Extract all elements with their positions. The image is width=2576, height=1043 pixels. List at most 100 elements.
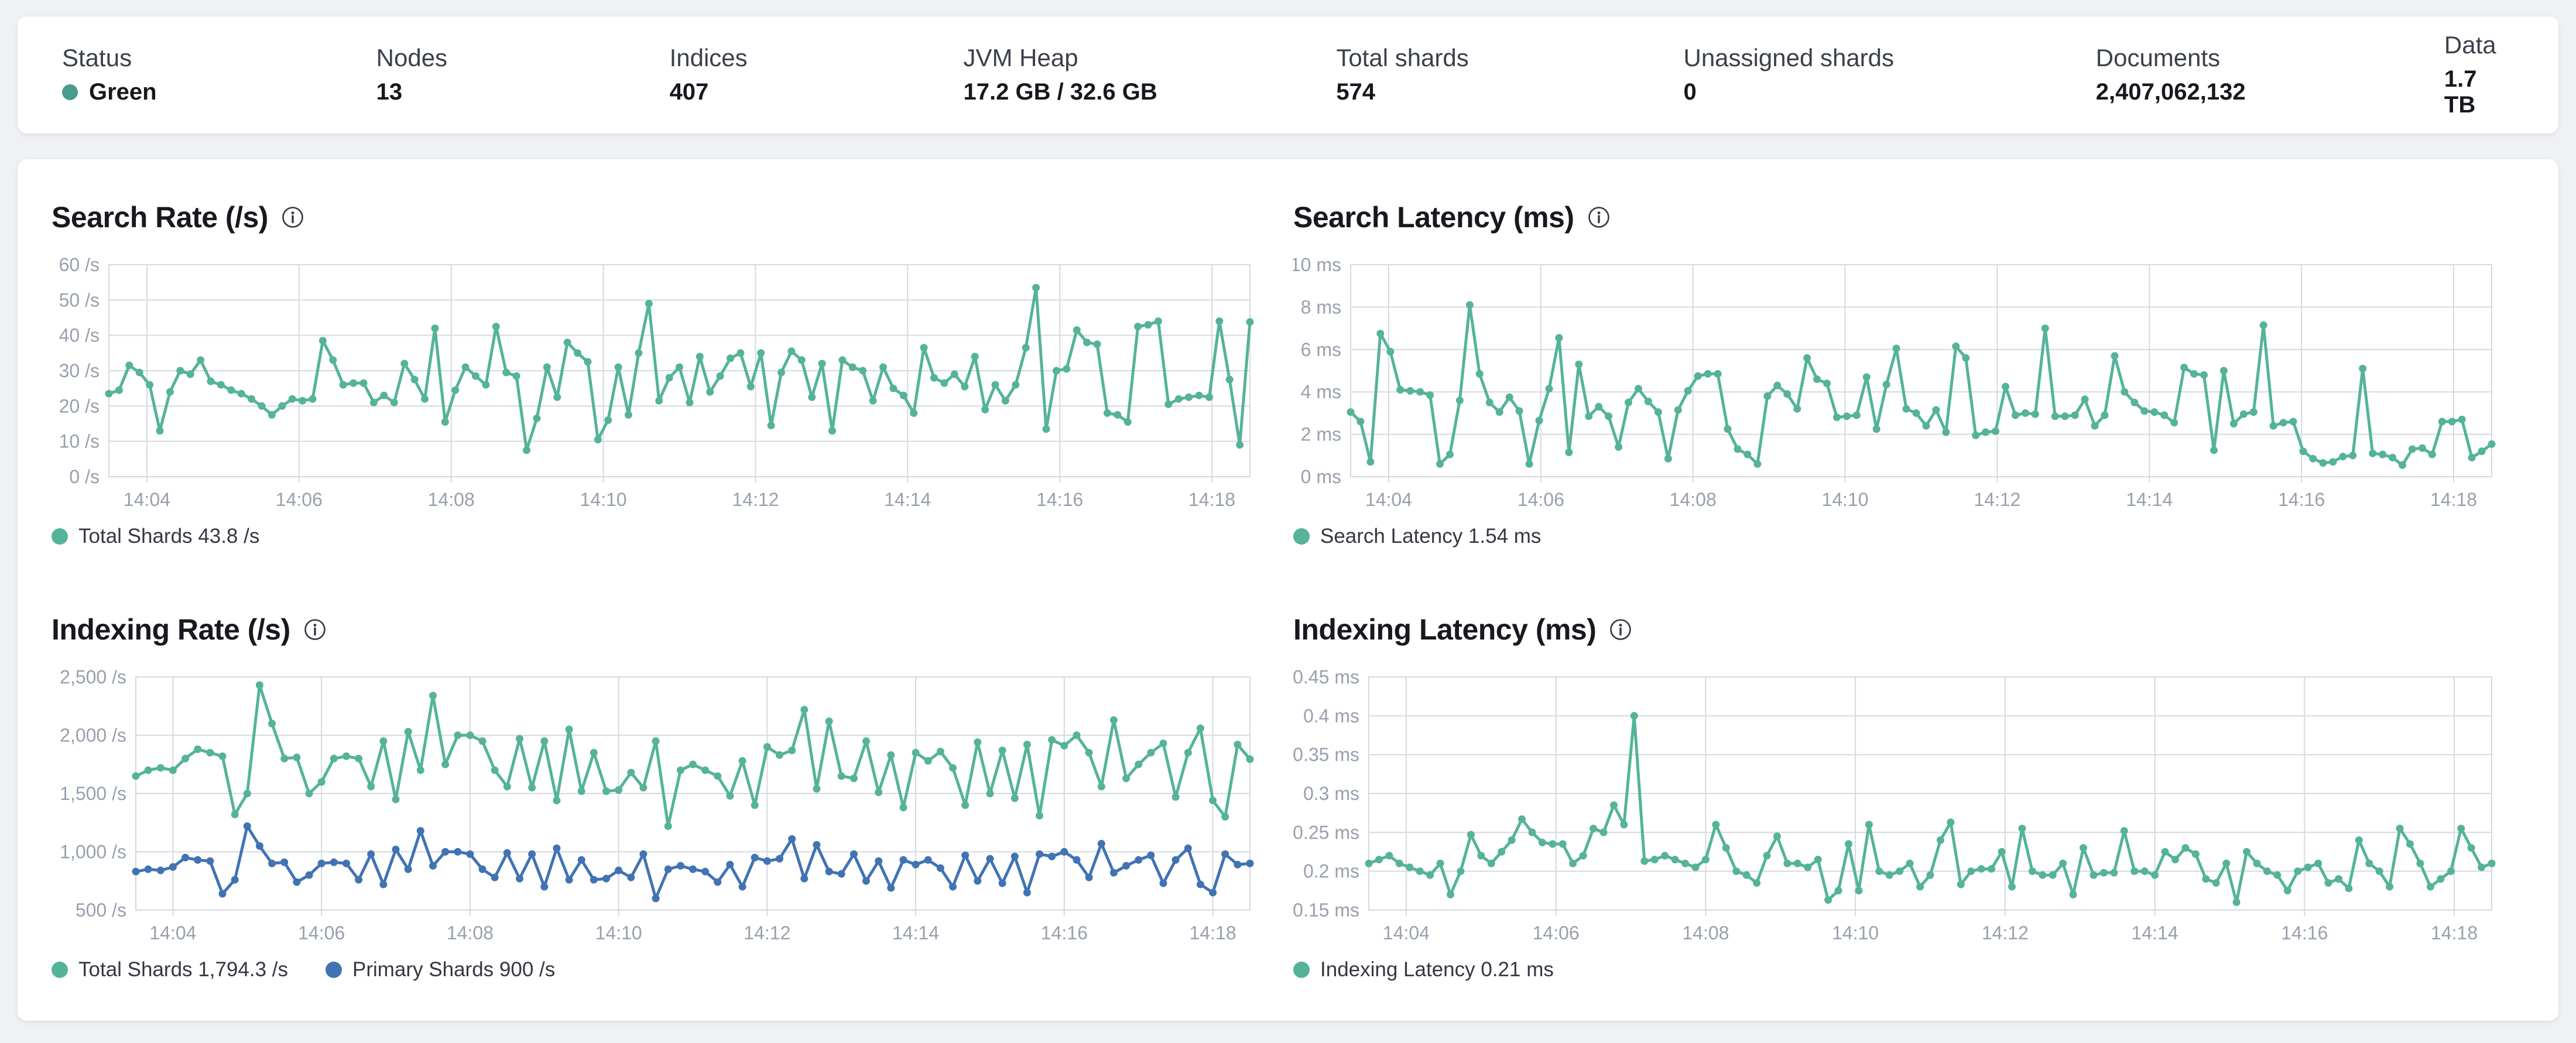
svg-text:14:10: 14:10 xyxy=(1832,922,1879,943)
svg-text:14:10: 14:10 xyxy=(1822,489,1869,510)
svg-text:0.3 ms: 0.3 ms xyxy=(1303,783,1359,804)
series-dot-icon xyxy=(1293,528,1310,545)
svg-text:60 /s: 60 /s xyxy=(59,258,100,275)
svg-text:14:04: 14:04 xyxy=(1383,922,1430,943)
svg-text:10 /s: 10 /s xyxy=(59,431,100,452)
svg-text:14:18: 14:18 xyxy=(2430,489,2477,510)
svg-text:14:16: 14:16 xyxy=(1036,489,1083,510)
info-icon[interactable] xyxy=(281,206,304,229)
svg-text:4 ms: 4 ms xyxy=(1301,381,1341,402)
stat-nodes: Nodes 13 xyxy=(376,43,448,105)
stat-jvm-heap: JVM Heap 17.2 GB / 32.6 GB xyxy=(963,43,1157,105)
indexing-rate-legend: Total Shards 1,794.3 /s Primary Shards 9… xyxy=(52,958,1260,982)
info-icon[interactable] xyxy=(1609,618,1632,641)
svg-text:14:12: 14:12 xyxy=(732,489,779,510)
search-latency-chart-block: Search Latency (ms) 10 ms 8 ms 6 ms 4 ms 2 m… xyxy=(1290,200,2502,548)
stat-data-size: Data 1.7 TB xyxy=(2444,30,2496,118)
svg-text:14:10: 14:10 xyxy=(595,922,642,943)
svg-text:14:08: 14:08 xyxy=(1670,489,1717,510)
svg-text:50 /s: 50 /s xyxy=(59,289,100,310)
stat-status-value: Green xyxy=(62,79,376,105)
legend-item-total-shards[interactable]: Total Shards 43.8 /s xyxy=(52,525,259,548)
svg-text:0.15 ms: 0.15 ms xyxy=(1293,900,1359,921)
svg-text:6 ms: 6 ms xyxy=(1301,339,1341,360)
indexing-rate-title: Indexing Rate (/s) xyxy=(52,613,290,646)
indexing-latency-legend: Indexing Latency 0.21 ms xyxy=(1293,958,2502,982)
svg-text:14:14: 14:14 xyxy=(892,922,939,943)
svg-text:14:18: 14:18 xyxy=(1188,489,1235,510)
stat-status: Status Green xyxy=(62,45,376,105)
series-dot-icon xyxy=(52,962,68,978)
svg-text:500 /s: 500 /s xyxy=(76,900,126,921)
svg-text:14:04: 14:04 xyxy=(1365,489,1412,510)
svg-text:0.35 ms: 0.35 ms xyxy=(1293,744,1359,765)
info-icon[interactable] xyxy=(303,618,327,641)
svg-text:30 /s: 30 /s xyxy=(59,360,100,381)
stat-total-shards: Total shards 574 xyxy=(1336,43,1469,105)
legend-item-primary-shards[interactable]: Primary Shards 900 /s xyxy=(326,958,555,982)
chart-svg: 60 /s 50 /s 40 /s 30 /s 20 /s 10 /s 0 /s 14:04 1… xyxy=(59,254,1254,510)
stat-indices: Indices 407 xyxy=(669,43,748,105)
svg-text:0.25 ms: 0.25 ms xyxy=(1293,822,1359,843)
metrics-panel: Search Rate (/s) 60 /s 50 /s 40 /s 30 /s 20 … xyxy=(18,159,2558,1021)
svg-text:14:14: 14:14 xyxy=(2126,489,2173,510)
svg-text:10 ms: 10 ms xyxy=(1293,258,1341,275)
chart-svg: 0.45 ms 0.4 ms 0.35 ms 0.3 ms 0.25 ms 0.2 ms 0… xyxy=(1293,666,2496,943)
indexing-latency-chart[interactable]: 0.45 ms 0.4 ms 0.35 ms 0.3 ms 0.25 ms 0.2 ms 0… xyxy=(1293,666,2502,952)
svg-text:14:06: 14:06 xyxy=(276,489,323,510)
search-rate-legend: Total Shards 43.8 /s xyxy=(52,525,1260,548)
series-dot-icon xyxy=(52,528,68,545)
svg-text:1,000 /s: 1,000 /s xyxy=(60,842,126,863)
svg-text:14:06: 14:06 xyxy=(1533,922,1580,943)
svg-text:0.2 ms: 0.2 ms xyxy=(1303,861,1359,882)
svg-text:20 /s: 20 /s xyxy=(59,395,100,416)
series-dot-icon xyxy=(326,962,342,978)
charts-grid: Search Rate (/s) 60 /s 50 /s 40 /s 30 /s 20 … xyxy=(52,200,2502,982)
stat-documents: Documents 2,407,062,132 xyxy=(2095,43,2246,105)
svg-text:1,500 /s: 1,500 /s xyxy=(60,783,126,804)
health-status-dot-icon xyxy=(62,84,78,100)
svg-text:14:04: 14:04 xyxy=(124,489,170,510)
stat-unassigned-shards: Unassigned shards 0 xyxy=(1683,43,1895,105)
svg-text:14:10: 14:10 xyxy=(580,489,627,510)
svg-text:2 ms: 2 ms xyxy=(1301,424,1341,445)
chart-svg: 2,500 /s 2,000 /s 1,500 /s 1,000 /s 500 /s 14… xyxy=(60,666,1254,943)
search-latency-legend: Search Latency 1.54 ms xyxy=(1293,525,2502,548)
svg-text:14:12: 14:12 xyxy=(744,922,790,943)
chart-svg: 10 ms 8 ms 6 ms 4 ms 2 ms 0 ms 14:04 14:06 14:08… xyxy=(1290,254,2496,510)
svg-text:0 /s: 0 /s xyxy=(69,466,100,487)
cluster-summary-panel: Status Green Nodes 13 Indices 407 JVM He… xyxy=(18,16,2558,134)
svg-text:14:08: 14:08 xyxy=(428,489,475,510)
svg-text:2,500 /s: 2,500 /s xyxy=(60,670,126,688)
indexing-rate-chart[interactable]: 2,500 /s 2,000 /s 1,500 /s 1,000 /s 500 /s 14… xyxy=(52,666,1260,952)
search-rate-title: Search Rate (/s) xyxy=(52,201,268,234)
svg-text:14:08: 14:08 xyxy=(1682,922,1729,943)
svg-text:14:14: 14:14 xyxy=(884,489,931,510)
svg-text:14:06: 14:06 xyxy=(1517,489,1564,510)
svg-text:14:14: 14:14 xyxy=(2132,922,2178,943)
svg-text:8 ms: 8 ms xyxy=(1301,296,1341,317)
legend-item-total-shards[interactable]: Total Shards 1,794.3 /s xyxy=(52,958,288,982)
search-latency-title: Search Latency (ms) xyxy=(1293,201,1574,234)
svg-text:14:06: 14:06 xyxy=(298,922,345,943)
svg-text:2,000 /s: 2,000 /s xyxy=(60,725,126,746)
search-rate-chart[interactable]: 60 /s 50 /s 40 /s 30 /s 20 /s 10 /s 0 /s 14:04 1… xyxy=(52,254,1260,519)
svg-text:14:12: 14:12 xyxy=(1982,922,2029,943)
indexing-latency-chart-block: Indexing Latency (ms) 0.45 ms 0.4 ms 0.35 … xyxy=(1293,613,2502,982)
svg-text:14:18: 14:18 xyxy=(1190,922,1236,943)
series-dot-icon xyxy=(1293,962,1310,978)
svg-text:14:16: 14:16 xyxy=(1041,922,1088,943)
legend-item-search-latency[interactable]: Search Latency 1.54 ms xyxy=(1293,525,1541,548)
svg-text:14:16: 14:16 xyxy=(2281,922,2328,943)
search-latency-chart[interactable]: 10 ms 8 ms 6 ms 4 ms 2 ms 0 ms 14:04 14:06 14:08… xyxy=(1290,254,2502,519)
svg-text:0.45 ms: 0.45 ms xyxy=(1293,670,1359,688)
svg-text:14:16: 14:16 xyxy=(2278,489,2325,510)
indexing-latency-title: Indexing Latency (ms) xyxy=(1293,613,1597,646)
stat-status-label: Status xyxy=(62,43,132,71)
svg-text:40 /s: 40 /s xyxy=(59,325,100,346)
info-icon[interactable] xyxy=(1587,206,1611,229)
legend-item-indexing-latency[interactable]: Indexing Latency 0.21 ms xyxy=(1293,958,1554,982)
indexing-rate-chart-block: Indexing Rate (/s) 2,500 /s 2,000 /s 1,500… xyxy=(52,613,1260,982)
svg-text:14:04: 14:04 xyxy=(149,922,196,943)
